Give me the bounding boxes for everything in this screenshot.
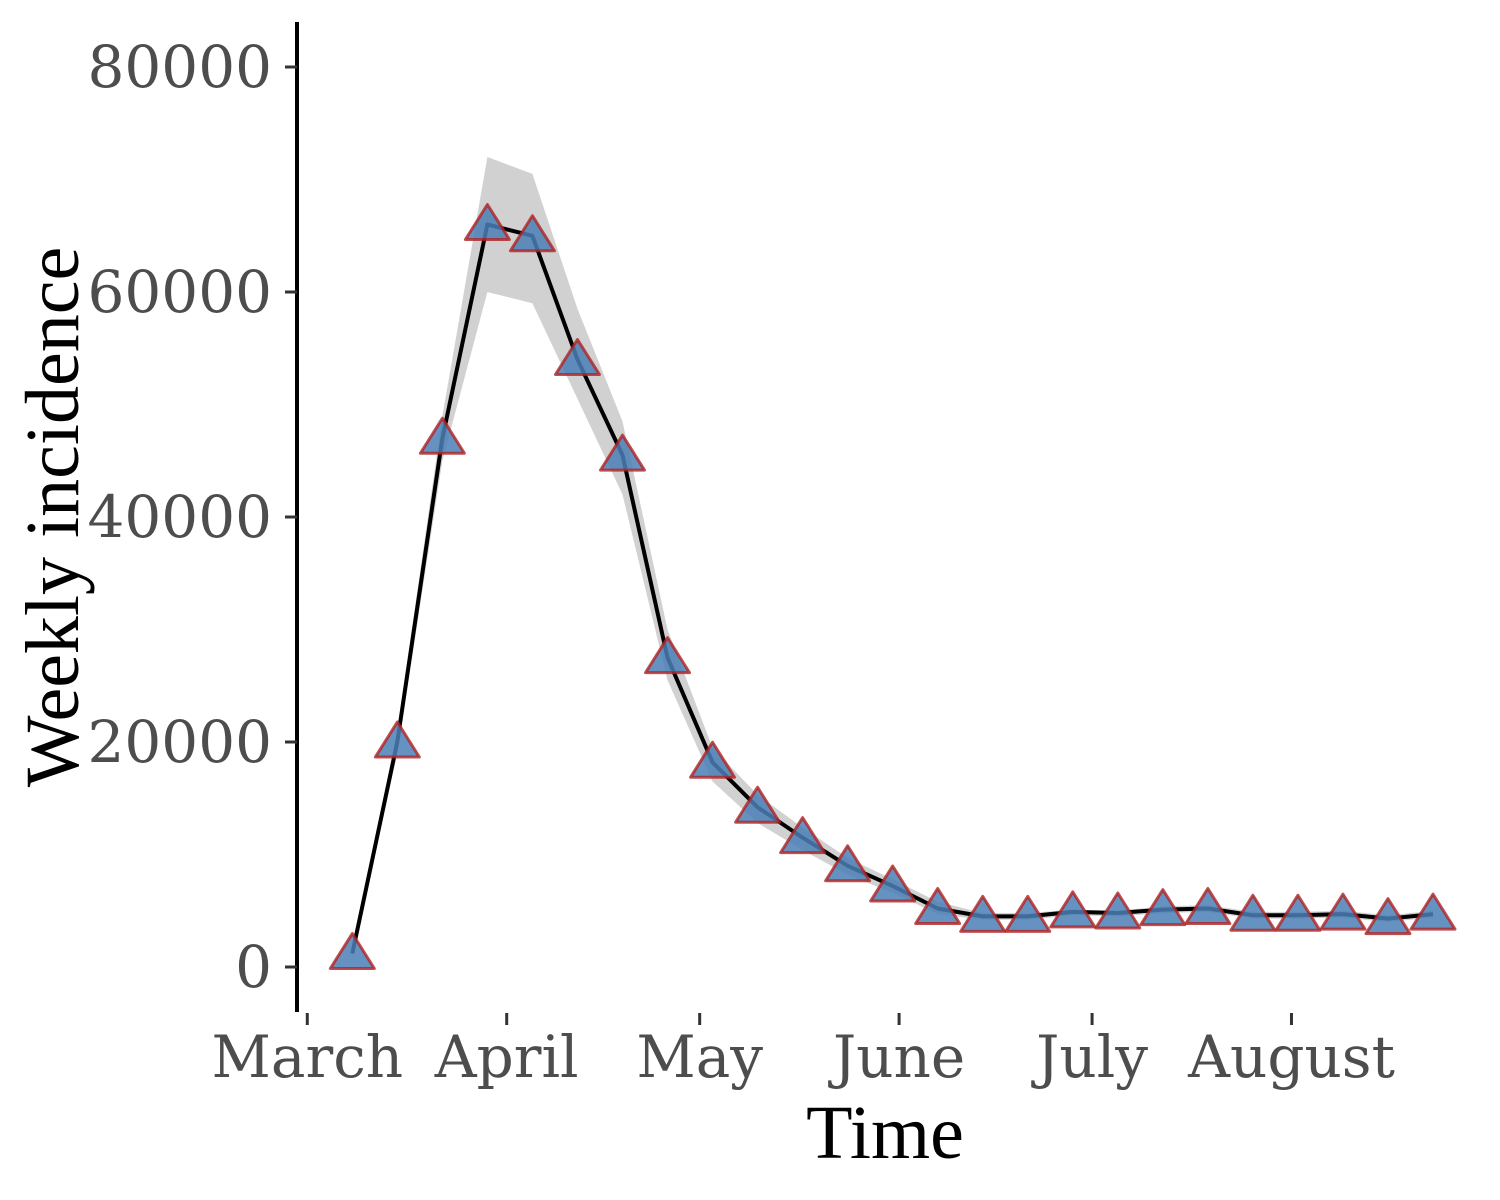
series-line-0 (350, 222, 1434, 954)
data-point-24 (1409, 892, 1457, 931)
y-axis: 0 20000 40000 60000 80000 (87, 22, 299, 1012)
data-point-15 (1004, 894, 1052, 933)
y-tick-label-0: 0 (235, 933, 272, 1001)
data-point-9 (734, 785, 782, 824)
x-tick-label-2: May (636, 1023, 763, 1091)
x-tick-label-1: April (434, 1023, 579, 1091)
data-point-4 (508, 214, 556, 253)
x-axis: March April May June July August (212, 1013, 1395, 1091)
x-tick-label-4: July (1031, 1023, 1148, 1091)
data-point-14 (959, 894, 1007, 933)
data-point-17 (1094, 891, 1142, 930)
confidence-band (352, 157, 1433, 957)
data-point-19 (1184, 887, 1232, 925)
data-point-12 (869, 864, 917, 903)
data-point-22 (1319, 892, 1367, 931)
data-point-21 (1274, 893, 1322, 932)
data-point-18 (1139, 888, 1187, 927)
data-point-6 (598, 433, 646, 472)
y-axis-title: Weekly incidence (11, 247, 95, 787)
x-tick-label-0: March (212, 1023, 404, 1091)
data-point-7 (644, 636, 692, 675)
series-line-layer (350, 222, 1434, 954)
y-tick-label-1: 20000 (87, 708, 272, 776)
data-point-16 (1049, 890, 1097, 929)
x-tick-label-3: June (828, 1023, 965, 1091)
y-tick-label-3: 60000 (87, 258, 272, 326)
data-point-0 (328, 932, 376, 970)
data-point-2 (418, 416, 466, 455)
data-point-8 (689, 740, 737, 779)
y-tick-label-4: 80000 (87, 33, 272, 101)
data-point-10 (779, 816, 827, 855)
y-tick-label-2: 40000 (87, 483, 272, 551)
data-point-13 (914, 887, 962, 925)
data-point-11 (824, 844, 872, 883)
data-point-20 (1229, 893, 1277, 932)
confidence-band-area (352, 157, 1433, 957)
data-point-23 (1364, 897, 1412, 936)
data-points (328, 203, 1457, 970)
x-tick-label-5: August (1187, 1023, 1395, 1091)
data-point-5 (553, 338, 601, 376)
data-point-3 (463, 203, 511, 241)
data-point-1 (373, 720, 421, 759)
x-axis-title: Time (806, 1091, 964, 1175)
